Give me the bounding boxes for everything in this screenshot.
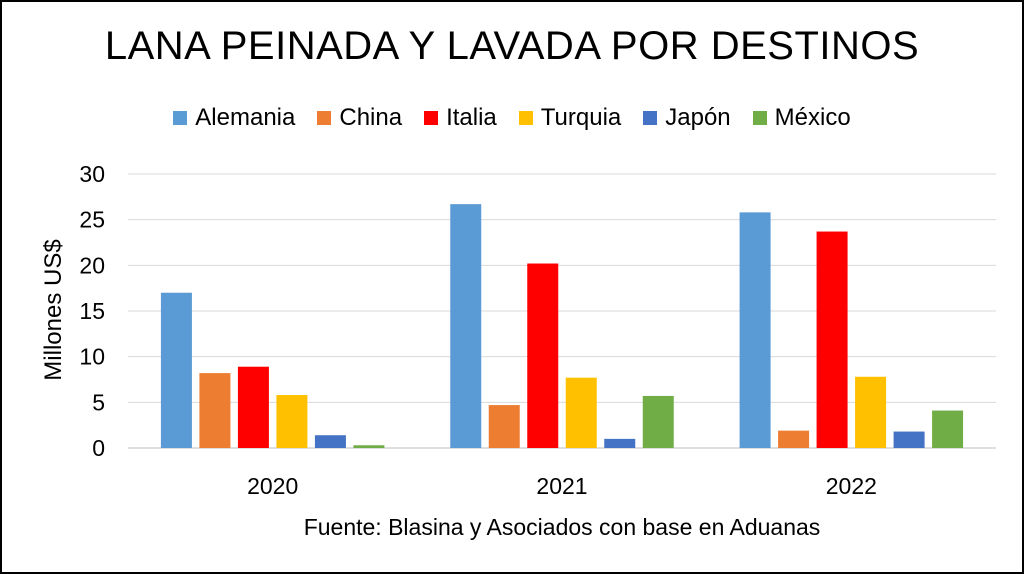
legend-label: China [339, 104, 403, 131]
bar-alemania [450, 204, 482, 448]
legend-item: Turquia [518, 104, 622, 132]
x-tick-label: 2022 [826, 473, 877, 499]
legend-item: México [752, 104, 851, 132]
legend-swatch [643, 111, 658, 125]
legend-swatch [317, 111, 332, 125]
bar-alemania [160, 292, 192, 448]
x-tick-label: 2021 [536, 473, 587, 499]
x-tick-label: 2020 [247, 473, 298, 499]
legend-swatch [752, 111, 767, 125]
legend-swatch [518, 111, 533, 125]
source-note: Fuente: Blasina y Asociados con base en … [303, 514, 821, 540]
bar-japón [604, 438, 636, 448]
bar-italia [527, 263, 559, 448]
legend-item: China [317, 104, 402, 132]
bar-méxico [353, 445, 385, 448]
bar-alemania [739, 212, 771, 448]
chart-legend: Alemania China Italia Turquia Japón México [2, 104, 1022, 132]
y-tick-label: 30 [79, 161, 105, 187]
bar-italia [237, 366, 269, 448]
bar-turquia [276, 395, 308, 448]
bar-turquia [855, 376, 887, 448]
legend-label: Alemania [195, 104, 296, 131]
y-tick-label: 25 [79, 207, 105, 233]
y-tick-label: 20 [79, 252, 105, 278]
legend-label: México [774, 104, 851, 131]
bar-china [199, 373, 231, 448]
bar-turquia [565, 377, 597, 448]
legend-item: Japón [643, 104, 731, 132]
bar-méxico [642, 395, 674, 448]
bar-japón [314, 435, 346, 448]
y-tick-label: 15 [79, 298, 105, 324]
bar-méxico [932, 410, 964, 448]
bar-china [488, 405, 520, 448]
bar-italia [816, 231, 848, 448]
legend-label: Italia [446, 104, 497, 131]
y-tick-label: 10 [79, 344, 105, 370]
y-tick-label: 5 [92, 389, 105, 415]
bar-japón [893, 431, 925, 448]
y-tick-label: 0 [92, 435, 105, 461]
legend-item: Alemania [173, 104, 295, 132]
legend-label: Japón [665, 104, 731, 131]
legend-label: Turquia [540, 104, 622, 131]
bar-china [778, 430, 810, 448]
chart-title: LANA PEINADA Y LAVADA POR DESTINOS [104, 24, 920, 68]
legend-swatch [173, 111, 188, 125]
legend-item: Italia [424, 104, 497, 132]
legend-swatch [424, 111, 439, 125]
